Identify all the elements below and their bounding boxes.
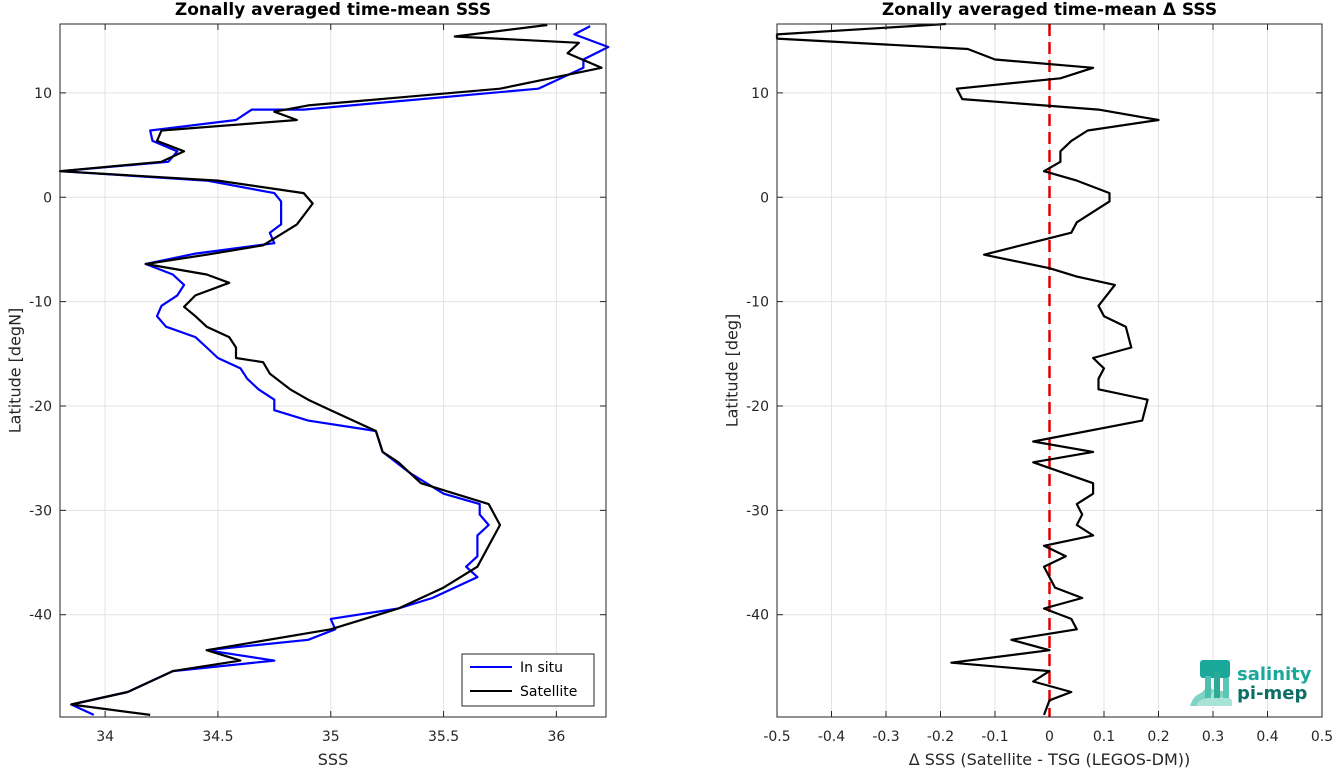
delta-series-line-delta-sss	[775, 22, 1160, 716]
sss-series-line-in-situ	[58, 25, 610, 716]
sss-chart-title: Zonally averaged time-mean SSS	[175, 0, 491, 20]
sss-x-axis-label: SSS	[318, 750, 348, 769]
sss-ytick-label: -10	[29, 295, 52, 311]
legend-label-in-situ: In situ	[520, 660, 563, 676]
logo-text-salinity: salinity	[1237, 664, 1312, 685]
sss-xtick-label: 35	[322, 729, 340, 745]
sss-xtick-label: 34.5	[202, 729, 233, 745]
sss-ytick-label: -20	[29, 399, 52, 415]
legend-box	[461, 653, 595, 707]
legend-label-satellite: Satellite	[520, 684, 577, 700]
delta-xtick-label: -0.1	[981, 729, 1008, 745]
delta-ticks: -0.5 -0.4 -0.3 -0.2 -0.1 0 0.1 0.2 0.3 0.4 0.5 10 0 -…	[746, 24, 1333, 745]
delta-xtick-label: 0.1	[1093, 729, 1115, 745]
salinity-pi-mep-logo: salinity pi-mep	[1190, 660, 1312, 706]
sss-series-line-satellite	[58, 23, 603, 716]
delta-xtick-label: -0.3	[872, 729, 899, 745]
delta-y-axis-label: Latitude [deg]	[723, 314, 742, 428]
sss-xtick-label: 34	[96, 729, 114, 745]
delta-ytick-label: -20	[746, 399, 769, 415]
delta-x-axis-label: Δ SSS (Satellite - TSG (LEGOS-DM))	[909, 750, 1191, 769]
delta-xtick-label: 0	[1045, 729, 1054, 745]
sss-y-axis-label: Latitude [degN]	[6, 308, 25, 434]
delta-series	[775, 22, 1160, 716]
delta-xtick-label: -0.2	[927, 729, 954, 745]
delta-chart-title: Zonally averaged time-mean Δ SSS	[882, 0, 1217, 20]
sss-grid	[60, 24, 606, 717]
sss-ytick-label: -30	[29, 503, 52, 519]
delta-sss-panel: -0.5 -0.4 -0.3 -0.2 -0.1 0 0.1 0.2 0.3 0.4 0.5 10 0 -…	[723, 0, 1334, 769]
sss-series	[58, 23, 610, 716]
sss-axes-frame	[59, 23, 607, 718]
logo-text-pi-mep: pi-mep	[1237, 683, 1307, 704]
sss-xtick-label: 35.5	[428, 729, 459, 745]
sss-ytick-label: -40	[29, 608, 52, 624]
sss-ticks: 34 34.5 35 35.5 36 10 0 -10 -20 -30 -40	[29, 24, 606, 745]
delta-ytick-label: -10	[746, 295, 769, 311]
sss-ytick-label: 10	[34, 86, 52, 102]
delta-ytick-label: 0	[760, 190, 769, 206]
delta-xtick-label: 0.5	[1311, 729, 1333, 745]
delta-ytick-label: 10	[751, 86, 769, 102]
logo-emblem	[1190, 660, 1232, 706]
sss-legend: In situ Satellite	[461, 653, 595, 707]
delta-xtick-label: -0.4	[818, 729, 845, 745]
delta-xtick-label: 0.3	[1202, 729, 1224, 745]
sss-ytick-label: 0	[43, 190, 52, 206]
delta-ytick-label: -30	[746, 503, 769, 519]
delta-ytick-label: -40	[746, 608, 769, 624]
sss-xtick-label: 36	[547, 729, 565, 745]
delta-xtick-label: -0.5	[763, 729, 790, 745]
delta-xtick-label: 0.4	[1256, 729, 1278, 745]
delta-xtick-label: 0.2	[1147, 729, 1169, 745]
sss-panel: 34 34.5 35 35.5 36 10 0 -10 -20 -30 -40 Zonally av…	[6, 0, 610, 769]
